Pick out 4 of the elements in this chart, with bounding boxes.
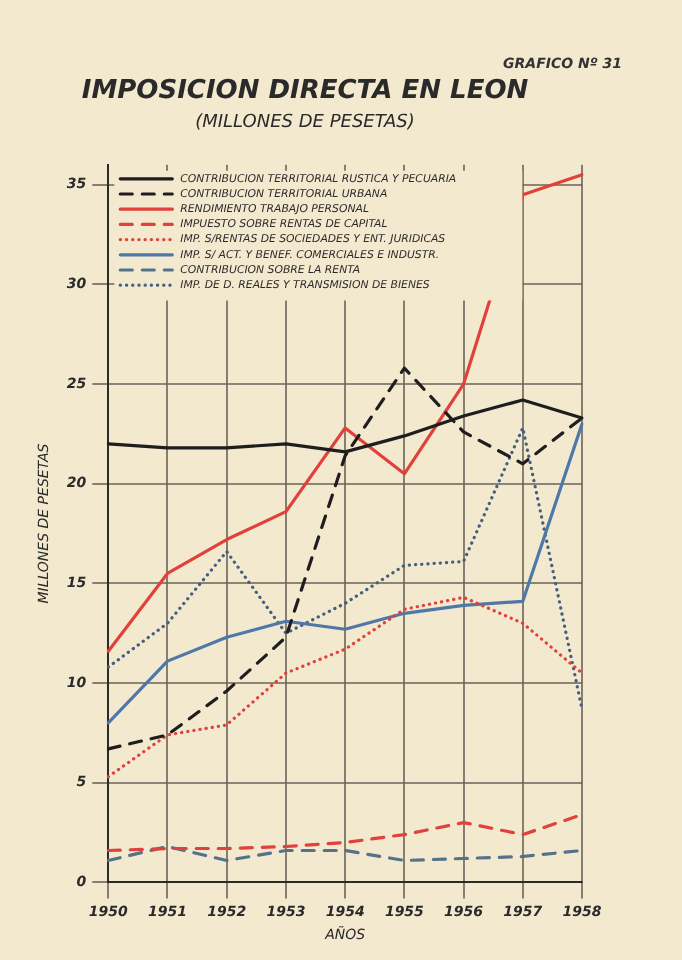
line-series <box>106 844 584 863</box>
chart-subtitle: (MILLONES DE PESETAS) <box>195 112 415 133</box>
line-series <box>106 813 584 853</box>
chart-title: IMPOSICION DIRECTA EN LEON <box>81 76 529 107</box>
